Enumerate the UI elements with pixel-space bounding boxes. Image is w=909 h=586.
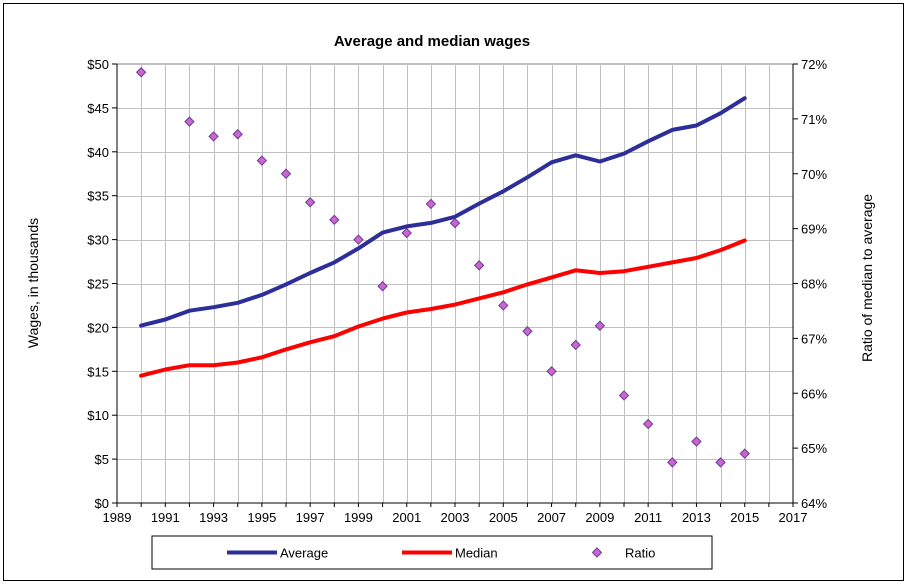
y-tick-label: $15 [87,364,109,379]
ratio-point [739,448,750,459]
ratio-point [594,320,606,331]
legend: Average Median Ratio [151,535,713,570]
x-tick-label: 1997 [296,510,325,525]
y-tick-label: $25 [87,277,109,292]
y-tick-label: $30 [87,233,109,248]
y2-tick-label: 71% [801,112,827,127]
ratio-point [715,457,726,468]
x-tick-label: 1993 [199,510,228,525]
ratio-point [642,418,654,430]
ratio-point [208,131,219,142]
plot-area: $0 $5 $10 $15 $20 $25 $30 $35 $40 $45 $50 64% 65% 66%… [87,57,827,525]
ratio-point [498,300,509,311]
x-tick-label: 2011 [634,510,662,525]
ratio-point [184,116,195,127]
y2-tick-label: 68% [801,277,827,292]
ratio-point [618,390,630,401]
x-tick-label: 1989 [103,510,132,525]
legend-label-ratio: Ratio [625,546,655,561]
series-ratio [135,67,750,468]
ratio-point [232,129,243,140]
y-tick-label: $0 [95,496,109,511]
ratio-point [691,436,702,447]
legend-marker-ratio [591,547,603,558]
series-line-average [139,96,747,328]
x-tick-label: 2005 [489,510,518,525]
y-tick-label: $5 [95,452,109,467]
x-tick-label: 2009 [585,510,614,525]
ratio-point [353,234,364,245]
x-tick-label: 1991 [151,510,180,525]
ratio-point [522,326,533,337]
ratio-point [667,457,678,468]
y-tick-label: $40 [87,145,109,160]
ratio-point [425,198,437,210]
ratio-point [377,281,388,292]
y-tick-label: $20 [87,320,109,335]
y-axis-label: Wages, in thousands [25,218,41,348]
legend-label-median: Median [455,546,498,561]
series-line-median [139,238,747,378]
chart-title: Average and median wages [334,33,530,50]
ratio-point [449,217,461,229]
ratio-point [401,227,412,239]
x-tick-label: 2015 [730,510,759,525]
ratio-point [256,155,268,166]
ratio-point [473,260,485,271]
y2-tick-label: 65% [801,441,827,456]
ratio-point [570,339,581,351]
legend-label-average: Average [280,546,328,561]
ratio-point [304,197,316,208]
y-tick-label: $35 [87,189,109,204]
x-tick-label: 2007 [537,510,566,525]
ratio-point [329,214,340,226]
x-tick-label: 2017 [779,510,808,525]
x-tick-label: 2013 [682,510,711,525]
y-tick-label: $50 [87,57,109,72]
y2-tick-label: 66% [801,386,827,401]
x-tick-label: 1999 [344,510,373,525]
y2-tick-label: 69% [801,222,827,237]
ratio-point [280,168,292,179]
y2-tick-label: 70% [801,167,827,182]
y2-axis-label: Ratio of median to average [859,194,875,362]
y2-tick-label: 72% [801,57,827,72]
y-tick-label: $45 [87,101,109,116]
x-tick-label: 1995 [247,510,276,525]
y2-tick-label: 64% [801,496,827,511]
x-tick-label: 2001 [392,510,421,525]
y-tick-label: $10 [87,408,109,423]
ratio-point [135,67,147,78]
ratio-point [546,366,557,377]
x-tick-label: 2003 [441,510,470,525]
y2-tick-label: 67% [801,331,827,346]
